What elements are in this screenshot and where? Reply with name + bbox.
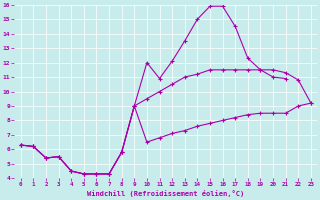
X-axis label: Windchill (Refroidissement éolien,°C): Windchill (Refroidissement éolien,°C)	[87, 190, 244, 197]
